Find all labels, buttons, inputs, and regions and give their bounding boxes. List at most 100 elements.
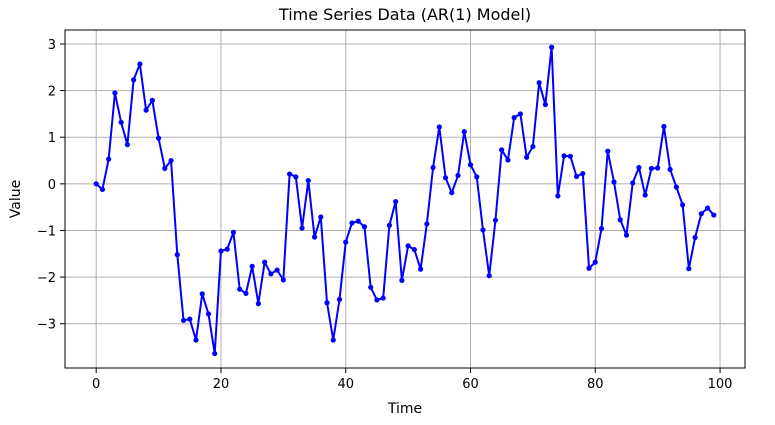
data-point bbox=[586, 265, 592, 271]
data-point bbox=[380, 295, 386, 301]
data-point bbox=[299, 225, 305, 231]
x-axis-label: Time bbox=[387, 401, 422, 417]
data-point bbox=[374, 297, 380, 303]
data-point bbox=[168, 157, 174, 164]
data-point bbox=[617, 217, 623, 223]
data-point bbox=[262, 259, 268, 265]
x-tick-label: 20 bbox=[213, 377, 230, 392]
data-point bbox=[243, 290, 249, 297]
y-tick-label: 0 bbox=[48, 178, 56, 193]
data-point bbox=[524, 154, 530, 160]
data-point bbox=[492, 217, 499, 223]
data-point bbox=[274, 267, 280, 273]
data-point bbox=[542, 101, 548, 108]
data-point bbox=[442, 175, 449, 181]
data-point bbox=[667, 166, 673, 172]
data-point bbox=[549, 44, 555, 50]
x-tick-label: 80 bbox=[587, 377, 604, 392]
x-tick-label: 60 bbox=[462, 377, 479, 392]
data-point bbox=[286, 171, 293, 177]
data-point bbox=[324, 300, 330, 306]
data-point bbox=[112, 90, 118, 96]
data-point bbox=[611, 179, 617, 185]
data-point bbox=[467, 162, 474, 168]
data-point bbox=[486, 273, 492, 279]
y-axis-label: Value bbox=[8, 180, 24, 218]
data-point bbox=[311, 234, 318, 240]
data-point bbox=[212, 350, 218, 357]
data-point bbox=[218, 248, 224, 254]
data-point bbox=[330, 337, 336, 343]
data-point bbox=[598, 226, 605, 232]
data-point bbox=[155, 135, 162, 141]
data-point bbox=[505, 157, 511, 163]
data-point bbox=[536, 80, 542, 86]
data-point bbox=[630, 180, 636, 186]
data-point bbox=[580, 170, 586, 177]
data-point bbox=[704, 205, 711, 211]
data-point bbox=[461, 129, 467, 135]
data-point bbox=[642, 192, 648, 198]
data-point bbox=[355, 218, 361, 224]
x-tick-label: 100 bbox=[708, 377, 733, 392]
data-point bbox=[249, 263, 255, 269]
data-point bbox=[405, 243, 411, 249]
data-point bbox=[692, 234, 698, 241]
data-point bbox=[118, 119, 124, 125]
data-point bbox=[99, 186, 106, 193]
data-point bbox=[499, 147, 505, 153]
data-point bbox=[93, 181, 99, 187]
data-point bbox=[237, 286, 243, 292]
data-point bbox=[268, 271, 274, 277]
data-point bbox=[436, 124, 442, 130]
grid bbox=[65, 30, 745, 368]
series-layer bbox=[93, 44, 717, 357]
data-point bbox=[255, 301, 261, 307]
data-point bbox=[393, 198, 399, 205]
data-point bbox=[199, 291, 205, 297]
data-point bbox=[636, 164, 642, 171]
data-point bbox=[474, 174, 480, 180]
data-point bbox=[137, 61, 143, 67]
data-point bbox=[592, 259, 598, 265]
data-point bbox=[455, 172, 461, 179]
y-tick-label: 3 bbox=[48, 38, 56, 53]
data-point bbox=[573, 173, 580, 179]
data-point bbox=[399, 277, 405, 283]
data-point bbox=[417, 266, 424, 272]
data-point bbox=[449, 190, 455, 196]
data-point bbox=[149, 97, 155, 103]
data-point bbox=[343, 239, 349, 245]
data-point bbox=[680, 202, 686, 208]
data-point bbox=[430, 164, 436, 171]
x-tick-label: 0 bbox=[92, 377, 100, 392]
data-point bbox=[511, 115, 517, 121]
series-line bbox=[95, 46, 715, 355]
data-point bbox=[106, 156, 112, 162]
data-point bbox=[336, 296, 343, 303]
x-tick-label: 40 bbox=[337, 377, 354, 392]
y-tick-label: −1 bbox=[37, 224, 56, 239]
data-point bbox=[180, 317, 187, 324]
data-point bbox=[661, 123, 667, 130]
data-point bbox=[567, 153, 573, 159]
data-point bbox=[480, 227, 486, 233]
data-point bbox=[561, 153, 567, 159]
data-point bbox=[386, 222, 393, 228]
data-point bbox=[517, 111, 524, 117]
data-point bbox=[131, 77, 137, 83]
data-point bbox=[655, 165, 661, 171]
data-point bbox=[224, 246, 230, 252]
y-tick-label: 1 bbox=[48, 131, 56, 146]
data-point bbox=[349, 220, 355, 226]
data-point bbox=[368, 284, 374, 290]
data-point bbox=[305, 177, 311, 184]
plot-frame bbox=[64, 29, 746, 369]
data-point bbox=[411, 246, 417, 253]
data-point bbox=[143, 107, 149, 113]
data-point bbox=[623, 232, 630, 238]
data-point bbox=[555, 193, 561, 199]
data-point bbox=[230, 229, 237, 235]
data-point bbox=[318, 214, 324, 220]
